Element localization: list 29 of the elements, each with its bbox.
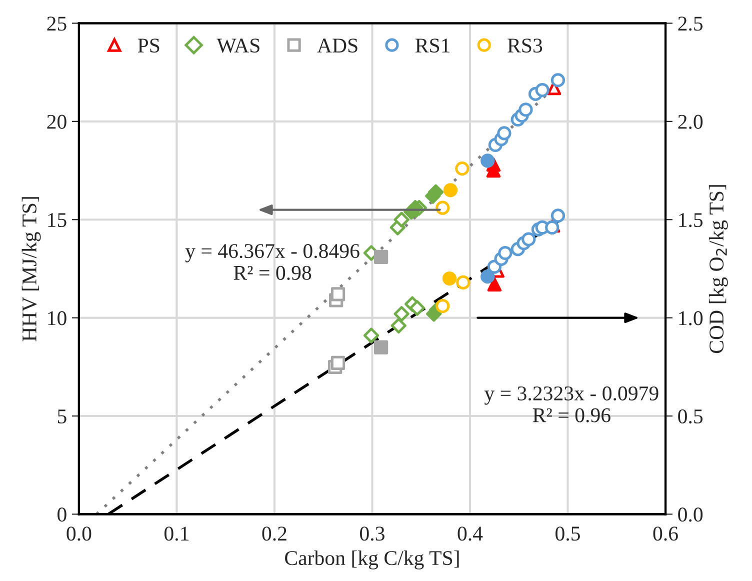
- x-tick-label: 0.6: [653, 526, 678, 541]
- legend-label: PS: [138, 38, 160, 53]
- legend-label: RS3: [508, 38, 542, 53]
- y-tick-label: 10: [48, 311, 66, 326]
- x-axis-title: Carbon [kg C/kg TS]: [285, 550, 459, 570]
- y-tick-label: 25: [47, 16, 66, 31]
- legend-label: WAS: [216, 38, 260, 53]
- y2-tick-label: 2.0: [678, 114, 703, 129]
- annotation: y = 46.367x - 0.8496 R² = 0.98: [185, 244, 360, 280]
- y-axis-title: HHV [MJ/kg TS]: [22, 197, 41, 342]
- x-tick-label: 0.3: [360, 526, 384, 541]
- y-tick-label: 20: [47, 114, 66, 129]
- y-tick-label: 0: [58, 508, 66, 522]
- y2-tick-label: 2.5: [678, 16, 703, 31]
- y2-axis-title: COD [kg O$_{2}$/kg TS]: [708, 185, 728, 354]
- y2-tick-label: 0.0: [678, 508, 703, 522]
- x-tick-label: 0.0: [66, 526, 92, 541]
- x-tick-label: 0.1: [164, 526, 188, 541]
- x-tick-label: 0.2: [262, 526, 286, 541]
- x-tick-label: 0.5: [556, 526, 580, 541]
- y-tick-label: 15: [48, 213, 66, 228]
- legend-label: ADS: [317, 38, 358, 53]
- legend-label: RS1: [415, 38, 450, 53]
- y2-tick-label: 1.0: [679, 311, 703, 326]
- x-tick-label: 0.4: [458, 526, 483, 541]
- y2-tick-label: 0.5: [678, 409, 703, 424]
- y-tick-label: 5: [58, 410, 66, 424]
- y2-tick-label: 1.5: [679, 213, 703, 228]
- annotation: y = 3.2323x - 0.0979 R² = 0.96: [484, 386, 658, 422]
